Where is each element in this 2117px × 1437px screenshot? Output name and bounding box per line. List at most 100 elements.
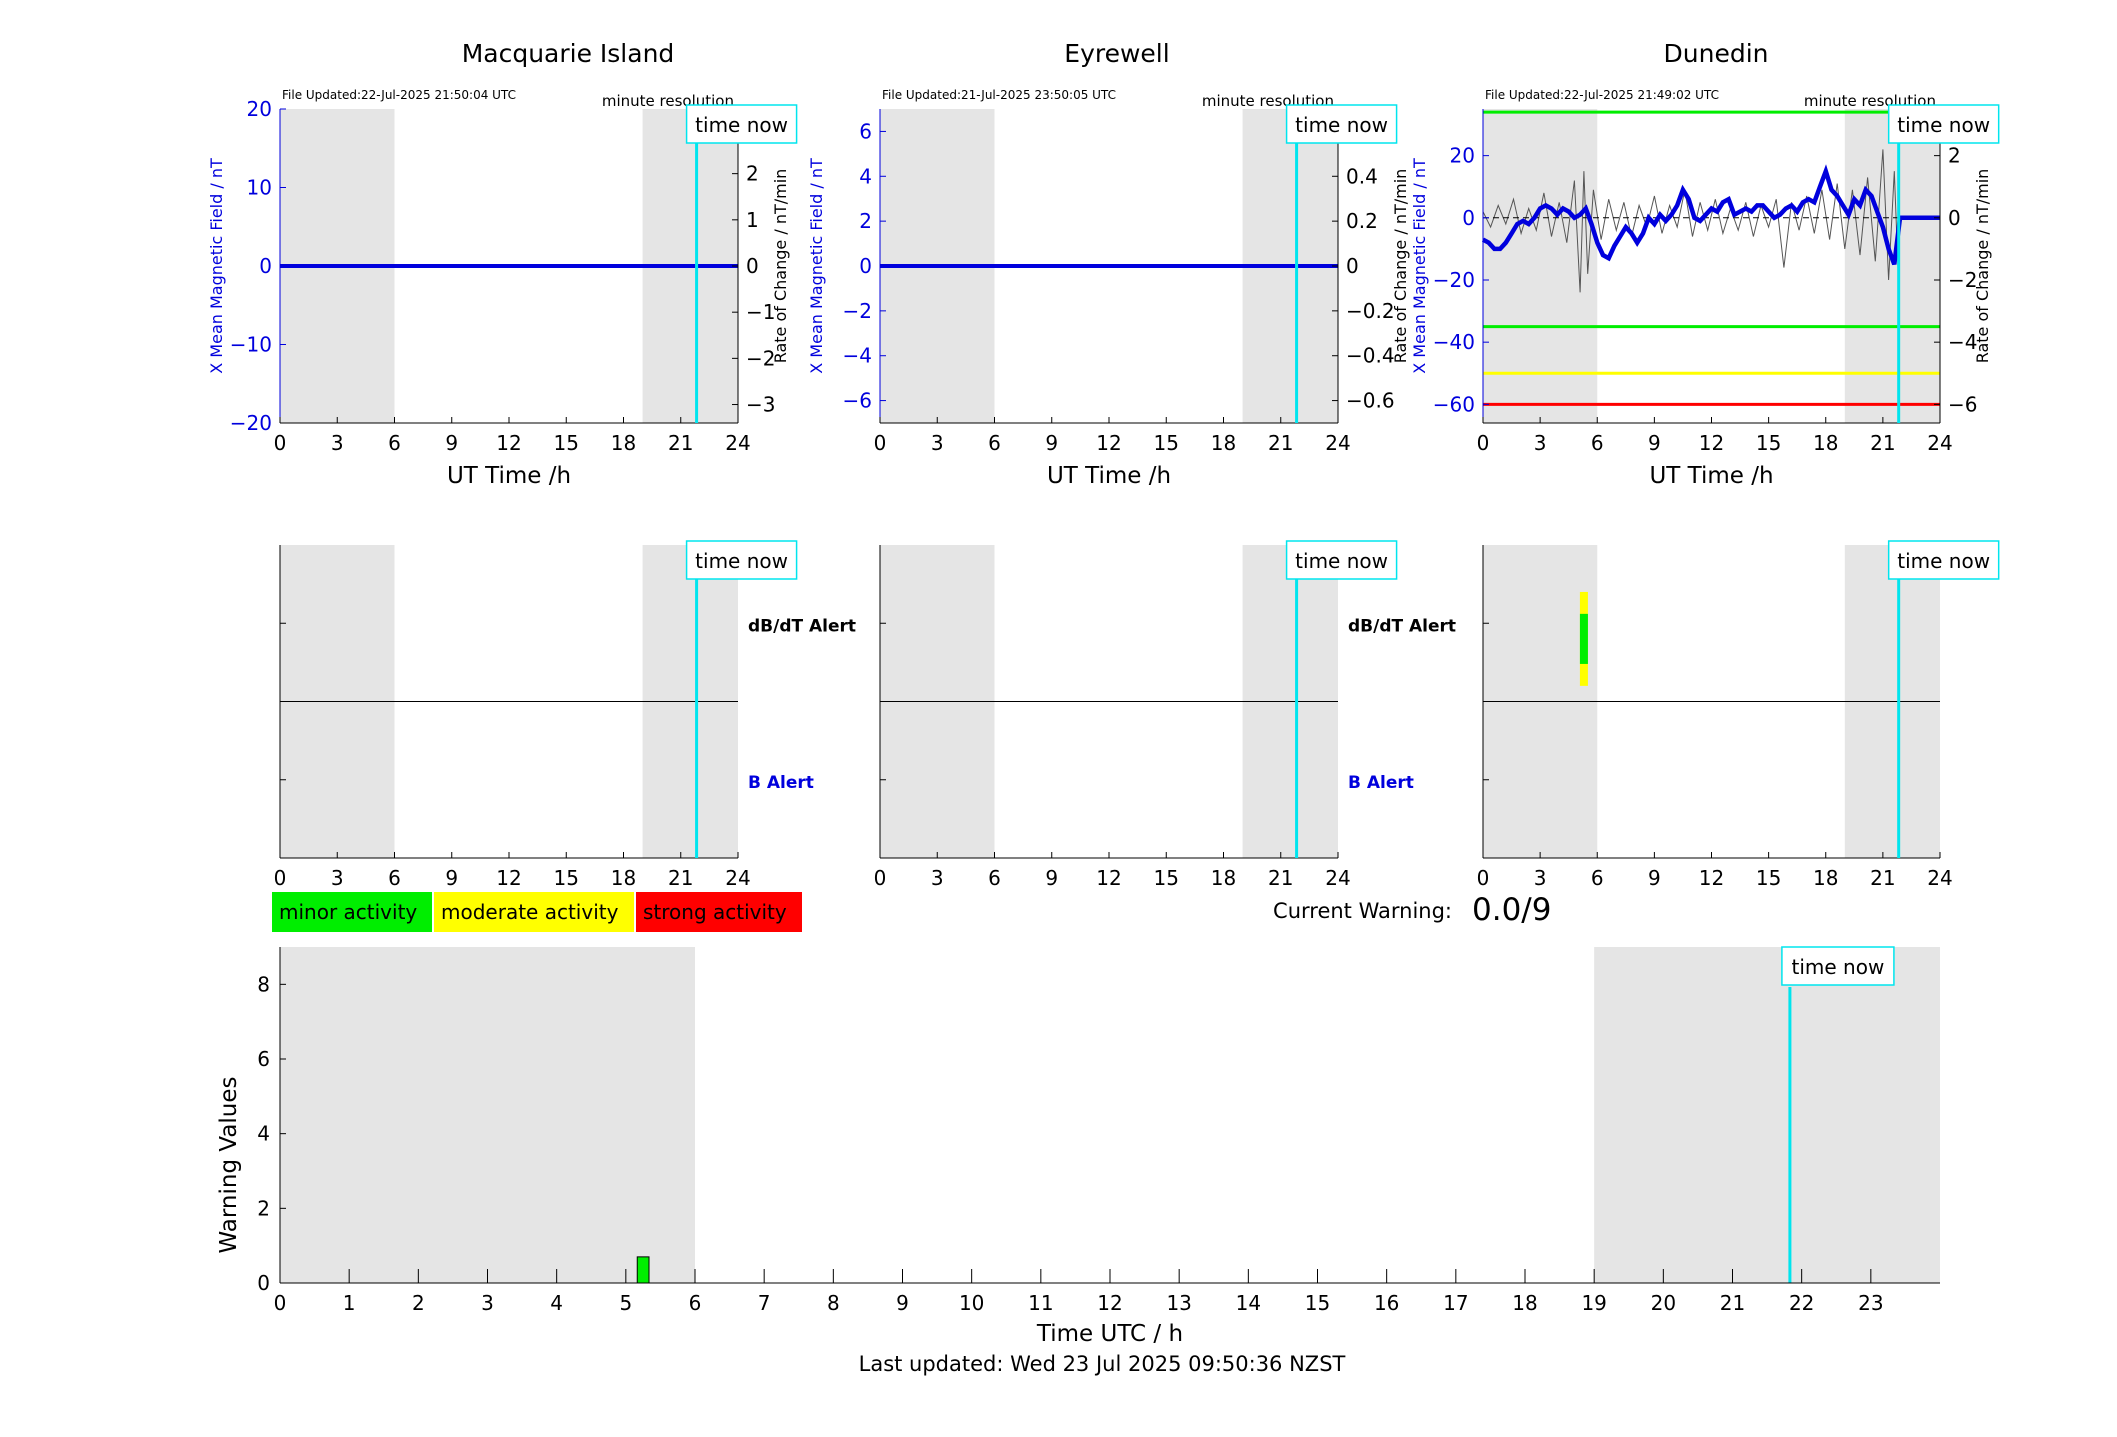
x-axis-label: UT Time /h (1047, 463, 1171, 489)
legend-swatch (636, 892, 802, 932)
right-axis-label: Rate of Change / nT/min (1973, 169, 1992, 364)
x-tick-label: 21 (1268, 431, 1293, 455)
time-now-box (1887, 540, 2000, 580)
warning-x-tick-label: 0 (274, 1291, 287, 1315)
warning-x-tick-label: 9 (896, 1291, 909, 1315)
legend-swatch (434, 892, 634, 932)
night-shade (280, 947, 695, 1283)
x-tick-label: 15 (554, 431, 579, 455)
right-tick-label: −6 (1948, 392, 1977, 416)
x-tick-label: 24 (725, 866, 750, 890)
x-tick-label: 21 (668, 866, 693, 890)
legend-label: strong activity (643, 900, 787, 924)
x-tick-label: 12 (1096, 866, 1121, 890)
x-tick-label: 24 (1927, 431, 1952, 455)
x-tick-label: 3 (1534, 866, 1547, 890)
x-tick-label: 3 (931, 866, 944, 890)
station-title-dunedin: Dunedin (1664, 39, 1769, 68)
time-now-box (1285, 540, 1398, 580)
legend-swatch (272, 892, 432, 932)
night-shade (1483, 109, 1598, 423)
x-tick-label: 3 (331, 431, 344, 455)
right-tick-label: 0.4 (1346, 164, 1378, 188)
dbdt-alert-label: dB/dT Alert (748, 616, 856, 636)
x-tick-label: 18 (611, 866, 636, 890)
warning-x-tick-label: 2 (412, 1291, 425, 1315)
b-alert-label: B Alert (748, 773, 814, 793)
x-tick-label: 0 (874, 431, 887, 455)
left-tick-label: 0 (259, 254, 272, 278)
right-tick-label: 0.2 (1346, 209, 1378, 233)
x-tick-label: 0 (274, 866, 287, 890)
left-tick-label: −6 (843, 389, 872, 413)
x-tick-label: 15 (1756, 866, 1781, 890)
x-tick-label: 21 (668, 431, 693, 455)
x-tick-label: 9 (1045, 866, 1058, 890)
warning-x-tick-label: 20 (1651, 1291, 1676, 1315)
left-tick-label: −2 (843, 299, 872, 323)
night-shade (1594, 947, 1940, 1283)
x-tick-label: 18 (1813, 431, 1838, 455)
x-tick-label: 12 (1699, 431, 1724, 455)
x-tick-label: 15 (1154, 866, 1179, 890)
x-tick-label: 6 (388, 866, 401, 890)
x-tick-label: 0 (1477, 431, 1490, 455)
field-series-line (1481, 164, 1940, 266)
warning-x-tick-label: 4 (550, 1291, 563, 1315)
warning-y-tick-label: 2 (257, 1196, 270, 1220)
x-tick-label: 24 (1927, 866, 1952, 890)
right-tick-label: −4 (1948, 330, 1977, 354)
warning-x-tick-label: 10 (959, 1291, 984, 1315)
right-tick-label: 1 (746, 208, 759, 232)
warning-y-tick-label: 0 (257, 1271, 270, 1295)
right-tick-label: −0.2 (1346, 299, 1395, 323)
x-tick-label: 21 (1870, 431, 1895, 455)
left-tick-label: 20 (1450, 144, 1475, 168)
x-tick-label: 0 (874, 866, 887, 890)
time-now-label: time now (1295, 549, 1388, 573)
left-tick-label: −20 (1433, 268, 1475, 292)
x-tick-label: 6 (1591, 866, 1604, 890)
left-tick-label: 4 (859, 164, 872, 188)
x-tick-label: 12 (1699, 866, 1724, 890)
left-tick-label: 20 (247, 97, 272, 121)
station-title-eyrewell: Eyrewell (1064, 39, 1169, 68)
x-tick-label: 15 (1756, 431, 1781, 455)
time-now-label: time now (695, 113, 788, 137)
station-title-macquarie: Macquarie Island (462, 39, 675, 68)
warning-x-tick-label: 19 (1581, 1291, 1606, 1315)
warning-x-tick-label: 22 (1789, 1291, 1814, 1315)
x-tick-label: 21 (1268, 866, 1293, 890)
x-axis-label: UT Time /h (447, 463, 571, 489)
warning-x-tick-label: 15 (1305, 1291, 1330, 1315)
warning-x-tick-label: 11 (1028, 1291, 1053, 1315)
right-tick-label: 0 (1948, 206, 1961, 230)
legend-label: moderate activity (441, 900, 619, 924)
warning-y-tick-label: 8 (257, 972, 270, 996)
x-tick-label: 24 (1325, 431, 1350, 455)
warning-x-tick-label: 12 (1097, 1291, 1122, 1315)
dbdt-alert-label: dB/dT Alert (1348, 616, 1456, 636)
time-now-label: time now (1792, 955, 1885, 979)
x-tick-label: 12 (496, 431, 521, 455)
time-now-box (1887, 104, 2000, 144)
left-tick-label: −60 (1433, 392, 1475, 416)
time-now-label: time now (1295, 113, 1388, 137)
x-tick-label: 15 (554, 866, 579, 890)
left-axis-label: X Mean Magnetic Field / nT (807, 158, 826, 374)
current-warning-value: 0.0/9 (1472, 892, 1551, 928)
x-tick-label: 18 (611, 431, 636, 455)
left-tick-label: −4 (843, 344, 872, 368)
right-tick-label: −0.4 (1346, 344, 1395, 368)
right-tick-label: −1 (746, 300, 775, 324)
warning-x-tick-label: 23 (1858, 1291, 1883, 1315)
alert-chart-dunedin: 0 3 6 9 12 15 18 21 24 time now (1477, 540, 2000, 890)
rate-series-line (1482, 149, 1899, 293)
right-tick-label: −2 (1948, 268, 1977, 292)
x-tick-label: 9 (1648, 431, 1661, 455)
right-tick-label: 2 (1948, 144, 1961, 168)
b-alert-label: B Alert (1348, 773, 1414, 793)
left-tick-label: 10 (247, 176, 272, 200)
